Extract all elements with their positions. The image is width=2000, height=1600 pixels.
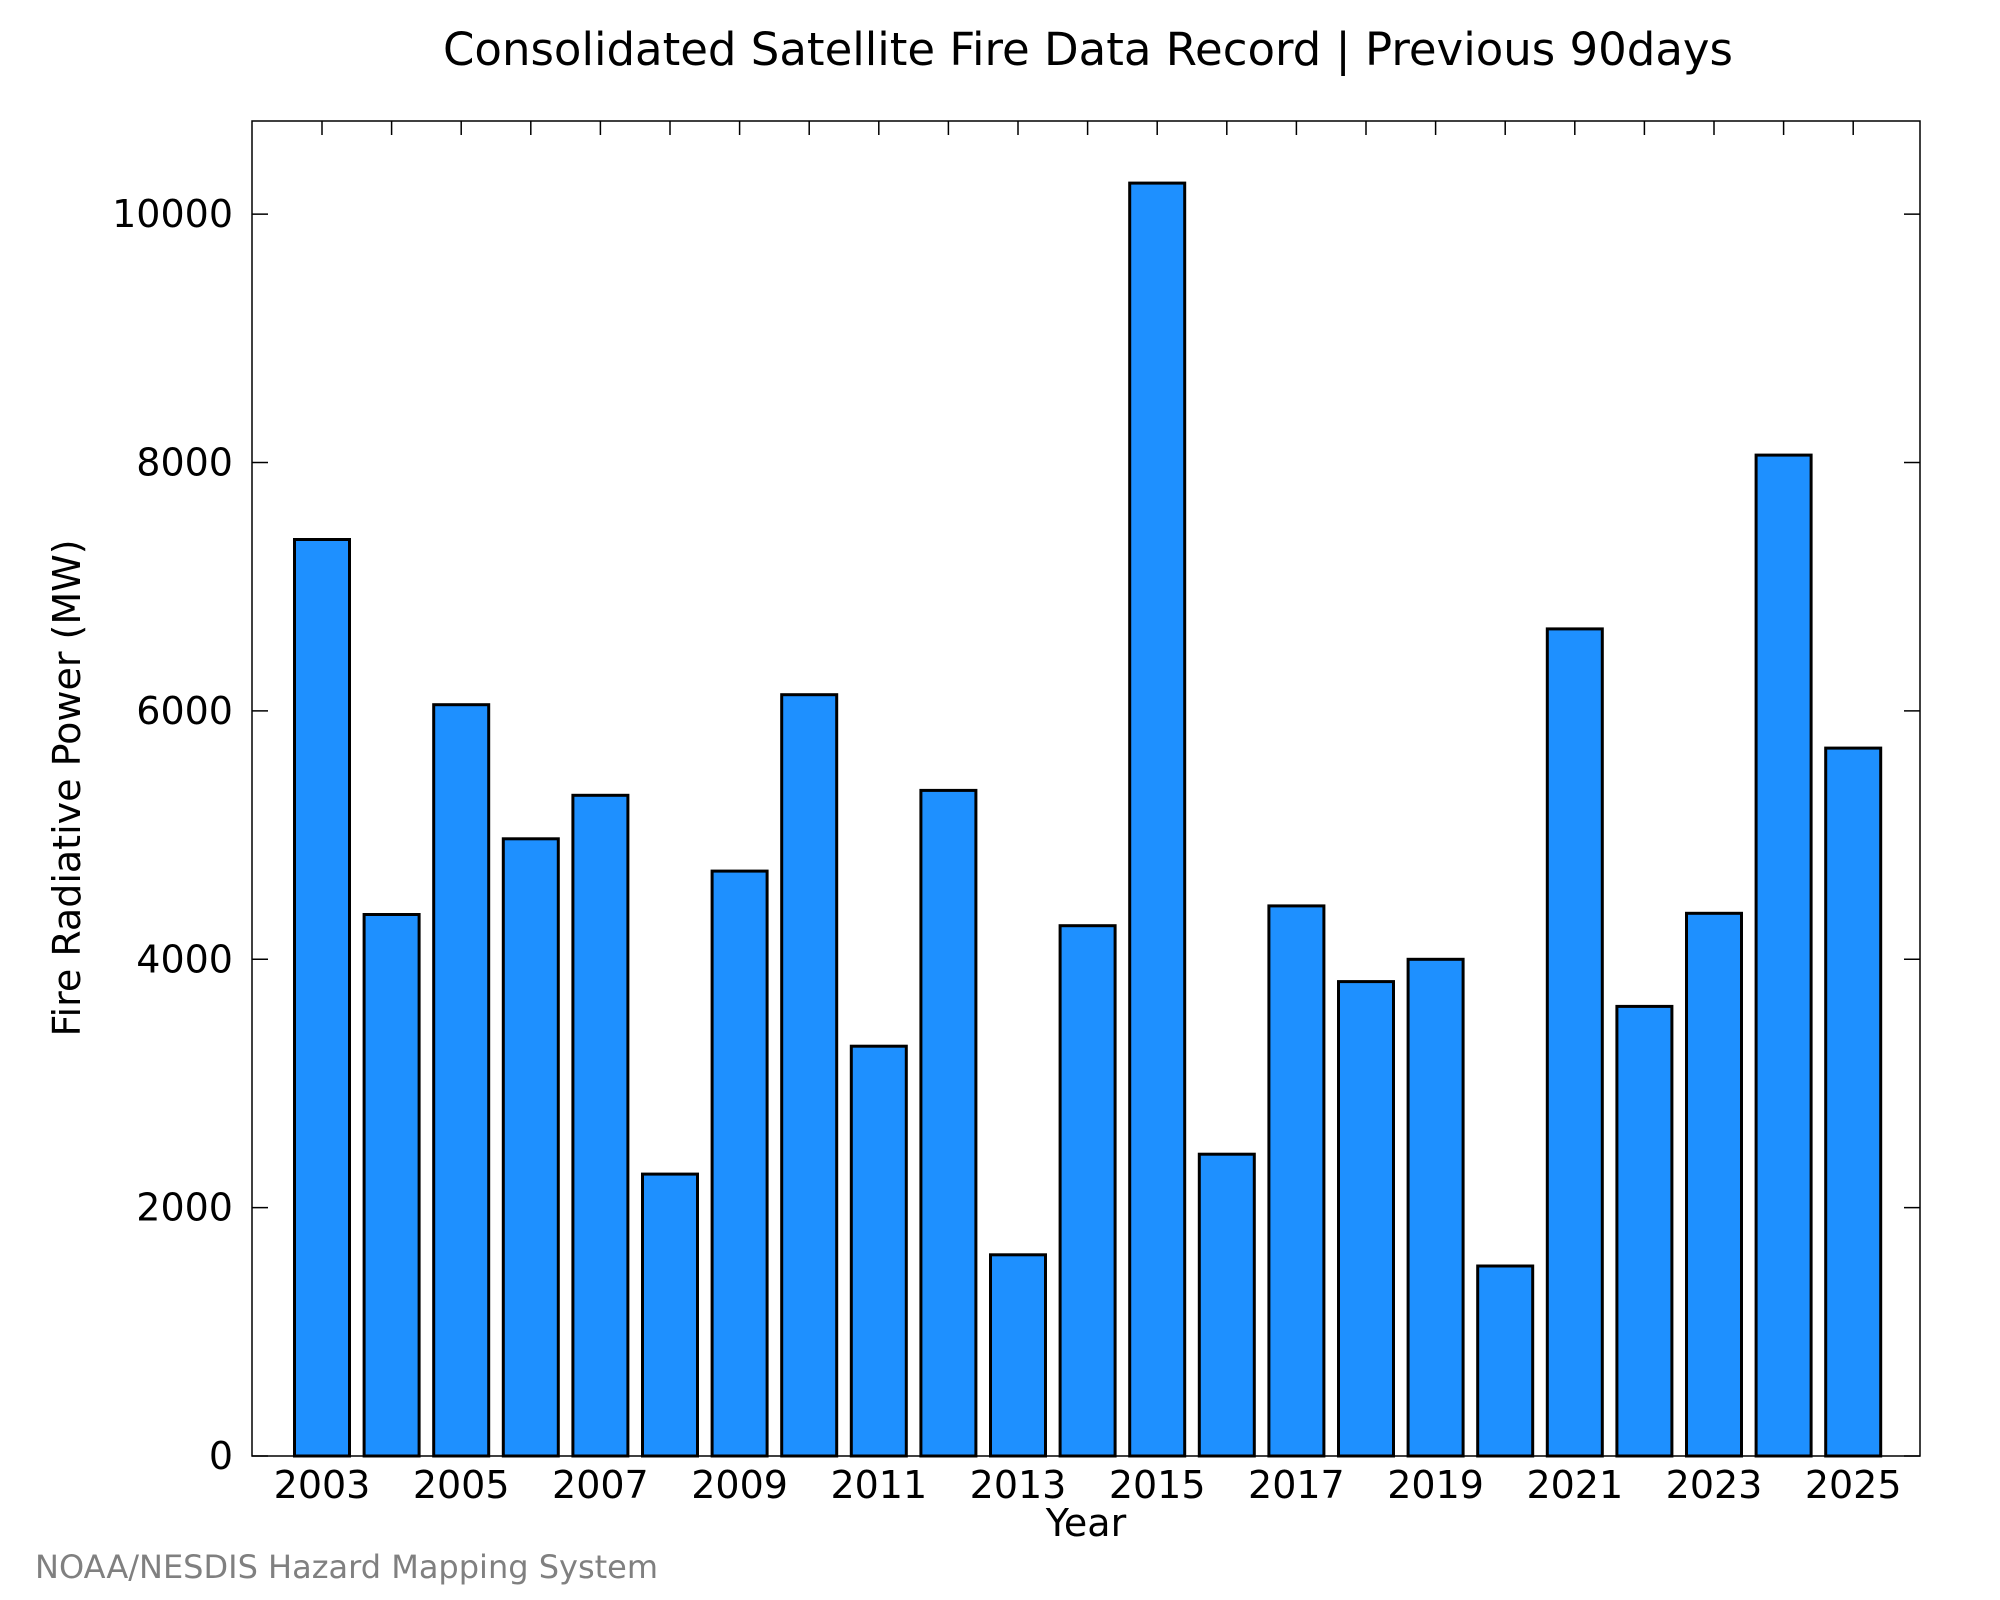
x-tick-label: 2003 [274,1463,371,1507]
bar-2018 [1337,980,1395,1458]
bar-2013 [989,1253,1047,1458]
bar-2017 [1267,904,1326,1458]
bar-2016 [1197,1152,1256,1458]
plot-frame [251,120,1921,1457]
y-axis-label: Fire Radiative Power (MW) [45,539,89,1036]
y-tick-label: 6000 [136,689,233,733]
ticks-group: 2003 2005 2007 2009 2011 2013 2015 2017 2019 2021… [112,121,1920,1507]
y-tick-label: 10000 [112,192,233,236]
x-axis-label: Year [1045,1501,1127,1545]
x-tick-label: 2011 [830,1463,927,1507]
bar-2014 [1058,924,1117,1458]
bar-2024 [1754,453,1813,1458]
bar-2004 [362,913,421,1458]
bar-2008 [641,1172,699,1458]
source-label: NOAA/NESDIS Hazard Mapping System [35,1548,658,1586]
y-tick-label: 2000 [136,1186,233,1230]
x-tick-label: 2007 [552,1463,649,1507]
bar-2019 [1406,957,1465,1458]
x-tick-label: 2023 [1666,1463,1763,1507]
bar-2022 [1615,1004,1674,1458]
chart-title: Consolidated Satellite Fire Data Record … [443,23,1733,76]
x-tick-label: 2025 [1805,1463,1902,1507]
bar-2015 [1128,181,1187,1458]
y-tick-label: 8000 [136,441,233,485]
bar-2011 [849,1044,908,1458]
x-tick-label: 2005 [413,1463,510,1507]
bar-2012 [919,788,978,1458]
bars-group [293,181,1883,1458]
bar-2023 [1685,911,1743,1458]
bar-2020 [1476,1264,1535,1458]
bar-2021 [1545,627,1604,1458]
bar-2009 [710,869,769,1458]
x-tick-label: 2009 [691,1463,788,1507]
bar-2007 [571,793,630,1458]
x-tick-label: 2017 [1248,1463,1345,1507]
bar-2005 [432,703,491,1458]
bar-2006 [501,837,560,1458]
bar-2025 [1824,746,1883,1458]
x-tick-label: 2015 [1109,1463,1206,1507]
y-tick-label: 4000 [136,937,233,981]
x-tick-label: 2013 [970,1463,1067,1507]
bar-2010 [780,693,839,1458]
x-tick-label: 2019 [1387,1463,1484,1507]
x-tick-label: 2021 [1526,1463,1623,1507]
y-tick-label: 0 [209,1434,233,1478]
bar-2003 [293,538,351,1458]
